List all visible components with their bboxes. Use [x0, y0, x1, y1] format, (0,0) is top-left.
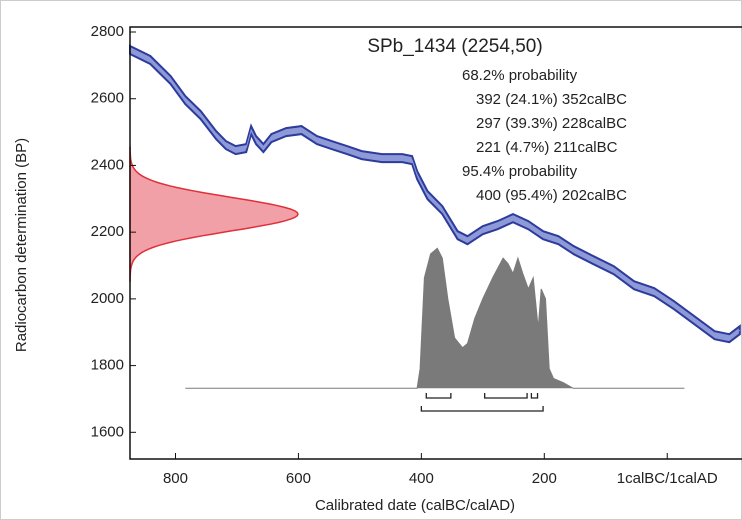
y-tick-label: 1600	[91, 423, 124, 440]
x-tick-label: 800	[163, 470, 188, 487]
posterior-distribution	[185, 247, 685, 389]
chart-title: SPb_1434 (2254,50)	[367, 36, 542, 57]
x-tick-label: 400	[409, 470, 434, 487]
y-tick-label: 2200	[91, 223, 124, 240]
range-label: 392 (24.1%) 352calBC	[476, 91, 627, 108]
y-tick-label: 1800	[91, 357, 124, 374]
range-bracket	[484, 393, 528, 399]
y-tick-label: 2800	[91, 23, 124, 40]
calibration-curve	[129, 49, 741, 339]
y-tick-label: 2000	[91, 290, 124, 307]
y-tick-label: 2400	[91, 156, 124, 173]
x-axis-label: Calibrated date (calBC/calAD)	[315, 497, 515, 514]
x-tick-label: 600	[286, 470, 311, 487]
range-label: 400 (95.4%) 202calBC	[476, 187, 627, 204]
x-tick-label: 200	[532, 470, 557, 487]
curve-band	[129, 44, 741, 344]
range-bracket	[420, 406, 544, 412]
measurement-distribution	[129, 146, 299, 282]
x-tick-label: 1calBC/1calAD	[617, 470, 718, 487]
y-axis-label: Radiocarbon determination (BP)	[13, 138, 30, 352]
range-bracket	[425, 393, 452, 399]
range-label: 297 (39.3%) 228calBC	[476, 115, 627, 132]
plot-frame	[129, 26, 742, 460]
range-label: 221 (4.7%) 211calBC	[476, 139, 618, 156]
range-bracket	[530, 393, 539, 399]
range-heading: 95.4% probability	[462, 163, 578, 180]
y-tick-label: 2600	[91, 90, 124, 107]
range-heading: 68.2% probability	[462, 67, 578, 84]
